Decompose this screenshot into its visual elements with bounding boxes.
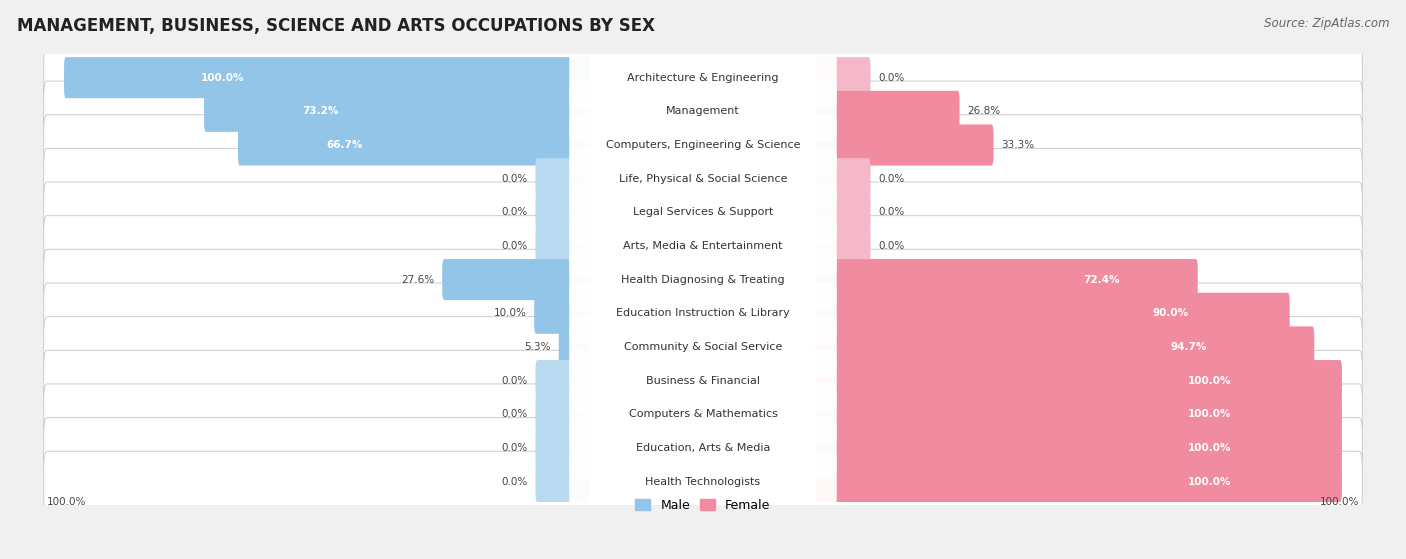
FancyBboxPatch shape xyxy=(569,451,837,513)
FancyBboxPatch shape xyxy=(815,427,1341,468)
FancyBboxPatch shape xyxy=(815,125,994,165)
FancyBboxPatch shape xyxy=(569,148,837,210)
FancyBboxPatch shape xyxy=(44,316,1362,377)
Text: Health Diagnosing & Treating: Health Diagnosing & Treating xyxy=(621,274,785,285)
Text: Education Instruction & Library: Education Instruction & Library xyxy=(616,308,790,318)
Text: Life, Physical & Social Science: Life, Physical & Social Science xyxy=(619,174,787,184)
FancyBboxPatch shape xyxy=(536,394,591,435)
FancyBboxPatch shape xyxy=(815,91,959,132)
FancyBboxPatch shape xyxy=(44,182,1362,243)
FancyBboxPatch shape xyxy=(815,360,1341,401)
FancyBboxPatch shape xyxy=(569,383,837,445)
FancyBboxPatch shape xyxy=(44,216,1362,276)
Text: Legal Services & Support: Legal Services & Support xyxy=(633,207,773,217)
Text: 73.2%: 73.2% xyxy=(302,106,339,116)
Text: 5.3%: 5.3% xyxy=(524,342,551,352)
FancyBboxPatch shape xyxy=(569,215,837,277)
Text: 100.0%: 100.0% xyxy=(1188,409,1232,419)
FancyBboxPatch shape xyxy=(238,125,591,165)
FancyBboxPatch shape xyxy=(536,192,591,233)
Text: Business & Financial: Business & Financial xyxy=(645,376,761,386)
FancyBboxPatch shape xyxy=(44,48,1362,108)
FancyBboxPatch shape xyxy=(44,81,1362,141)
FancyBboxPatch shape xyxy=(815,158,870,199)
FancyBboxPatch shape xyxy=(65,57,591,98)
FancyBboxPatch shape xyxy=(815,225,870,267)
FancyBboxPatch shape xyxy=(815,57,870,98)
FancyBboxPatch shape xyxy=(815,293,1289,334)
Text: 0.0%: 0.0% xyxy=(502,207,527,217)
Text: 0.0%: 0.0% xyxy=(502,476,527,486)
FancyBboxPatch shape xyxy=(44,283,1362,344)
Text: 0.0%: 0.0% xyxy=(879,207,904,217)
Text: 90.0%: 90.0% xyxy=(1152,308,1188,318)
FancyBboxPatch shape xyxy=(569,181,837,243)
FancyBboxPatch shape xyxy=(569,282,837,344)
FancyBboxPatch shape xyxy=(44,350,1362,411)
FancyBboxPatch shape xyxy=(536,360,591,401)
FancyBboxPatch shape xyxy=(204,91,591,132)
Text: Arts, Media & Entertainment: Arts, Media & Entertainment xyxy=(623,241,783,251)
FancyBboxPatch shape xyxy=(569,349,837,411)
FancyBboxPatch shape xyxy=(44,249,1362,310)
Text: 66.7%: 66.7% xyxy=(326,140,363,150)
Text: 0.0%: 0.0% xyxy=(502,443,527,453)
Text: Education, Arts & Media: Education, Arts & Media xyxy=(636,443,770,453)
Text: 33.3%: 33.3% xyxy=(1001,140,1035,150)
FancyBboxPatch shape xyxy=(536,427,591,468)
FancyBboxPatch shape xyxy=(44,451,1362,512)
Text: 100.0%: 100.0% xyxy=(1188,443,1232,453)
Text: 100.0%: 100.0% xyxy=(46,498,86,508)
FancyBboxPatch shape xyxy=(569,80,837,143)
FancyBboxPatch shape xyxy=(536,225,591,267)
Text: 72.4%: 72.4% xyxy=(1083,274,1119,285)
Text: 0.0%: 0.0% xyxy=(502,174,527,184)
FancyBboxPatch shape xyxy=(815,461,1341,502)
Text: Community & Social Service: Community & Social Service xyxy=(624,342,782,352)
Text: Management: Management xyxy=(666,106,740,116)
Legend: Male, Female: Male, Female xyxy=(630,494,776,517)
Text: 100.0%: 100.0% xyxy=(201,73,245,83)
Text: Computers & Mathematics: Computers & Mathematics xyxy=(628,409,778,419)
Text: Health Technologists: Health Technologists xyxy=(645,476,761,486)
FancyBboxPatch shape xyxy=(569,249,837,311)
FancyBboxPatch shape xyxy=(815,394,1341,435)
FancyBboxPatch shape xyxy=(44,148,1362,209)
Text: Architecture & Engineering: Architecture & Engineering xyxy=(627,73,779,83)
Text: 94.7%: 94.7% xyxy=(1170,342,1206,352)
Text: 0.0%: 0.0% xyxy=(502,376,527,386)
Text: 100.0%: 100.0% xyxy=(1188,476,1232,486)
FancyBboxPatch shape xyxy=(44,418,1362,478)
FancyBboxPatch shape xyxy=(44,115,1362,176)
FancyBboxPatch shape xyxy=(536,461,591,502)
Text: 26.8%: 26.8% xyxy=(967,106,1000,116)
FancyBboxPatch shape xyxy=(815,326,1315,367)
FancyBboxPatch shape xyxy=(534,293,591,334)
Text: 10.0%: 10.0% xyxy=(494,308,526,318)
FancyBboxPatch shape xyxy=(443,259,591,300)
FancyBboxPatch shape xyxy=(558,326,591,367)
Text: 0.0%: 0.0% xyxy=(879,73,904,83)
Text: 100.0%: 100.0% xyxy=(1320,498,1360,508)
Text: 100.0%: 100.0% xyxy=(1188,376,1232,386)
Text: 0.0%: 0.0% xyxy=(502,409,527,419)
Text: 27.6%: 27.6% xyxy=(402,274,434,285)
FancyBboxPatch shape xyxy=(569,316,837,378)
FancyBboxPatch shape xyxy=(569,47,837,108)
Text: 0.0%: 0.0% xyxy=(502,241,527,251)
FancyBboxPatch shape xyxy=(815,192,870,233)
FancyBboxPatch shape xyxy=(536,158,591,199)
Text: MANAGEMENT, BUSINESS, SCIENCE AND ARTS OCCUPATIONS BY SEX: MANAGEMENT, BUSINESS, SCIENCE AND ARTS O… xyxy=(17,17,655,35)
Text: Computers, Engineering & Science: Computers, Engineering & Science xyxy=(606,140,800,150)
FancyBboxPatch shape xyxy=(815,259,1198,300)
Text: 0.0%: 0.0% xyxy=(879,174,904,184)
FancyBboxPatch shape xyxy=(44,384,1362,444)
Text: 0.0%: 0.0% xyxy=(879,241,904,251)
Text: Source: ZipAtlas.com: Source: ZipAtlas.com xyxy=(1264,17,1389,30)
FancyBboxPatch shape xyxy=(569,114,837,176)
FancyBboxPatch shape xyxy=(569,417,837,479)
